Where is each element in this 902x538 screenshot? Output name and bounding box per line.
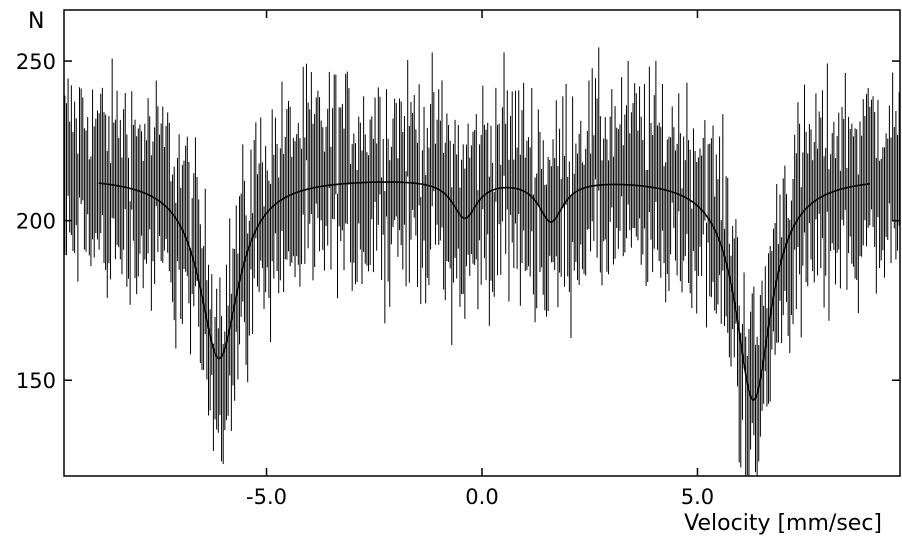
x-tick-label: 5.0 [681, 485, 714, 509]
error-bar-group [64, 47, 900, 476]
x-tick-label: 0.0 [465, 485, 498, 509]
y-axis-title: N [28, 9, 44, 34]
tick-group: -5.0 0.0 5.0 150 200 250 [16, 10, 900, 509]
x-tick-label: -5.0 [246, 485, 287, 509]
y-tick-label: 200 [16, 210, 56, 234]
x-axis-title: Velocity [mm/sec] [684, 511, 882, 536]
fit-curve [98, 181, 870, 401]
y-tick-label: 150 [16, 369, 56, 393]
y-tick-label: 250 [16, 50, 56, 74]
